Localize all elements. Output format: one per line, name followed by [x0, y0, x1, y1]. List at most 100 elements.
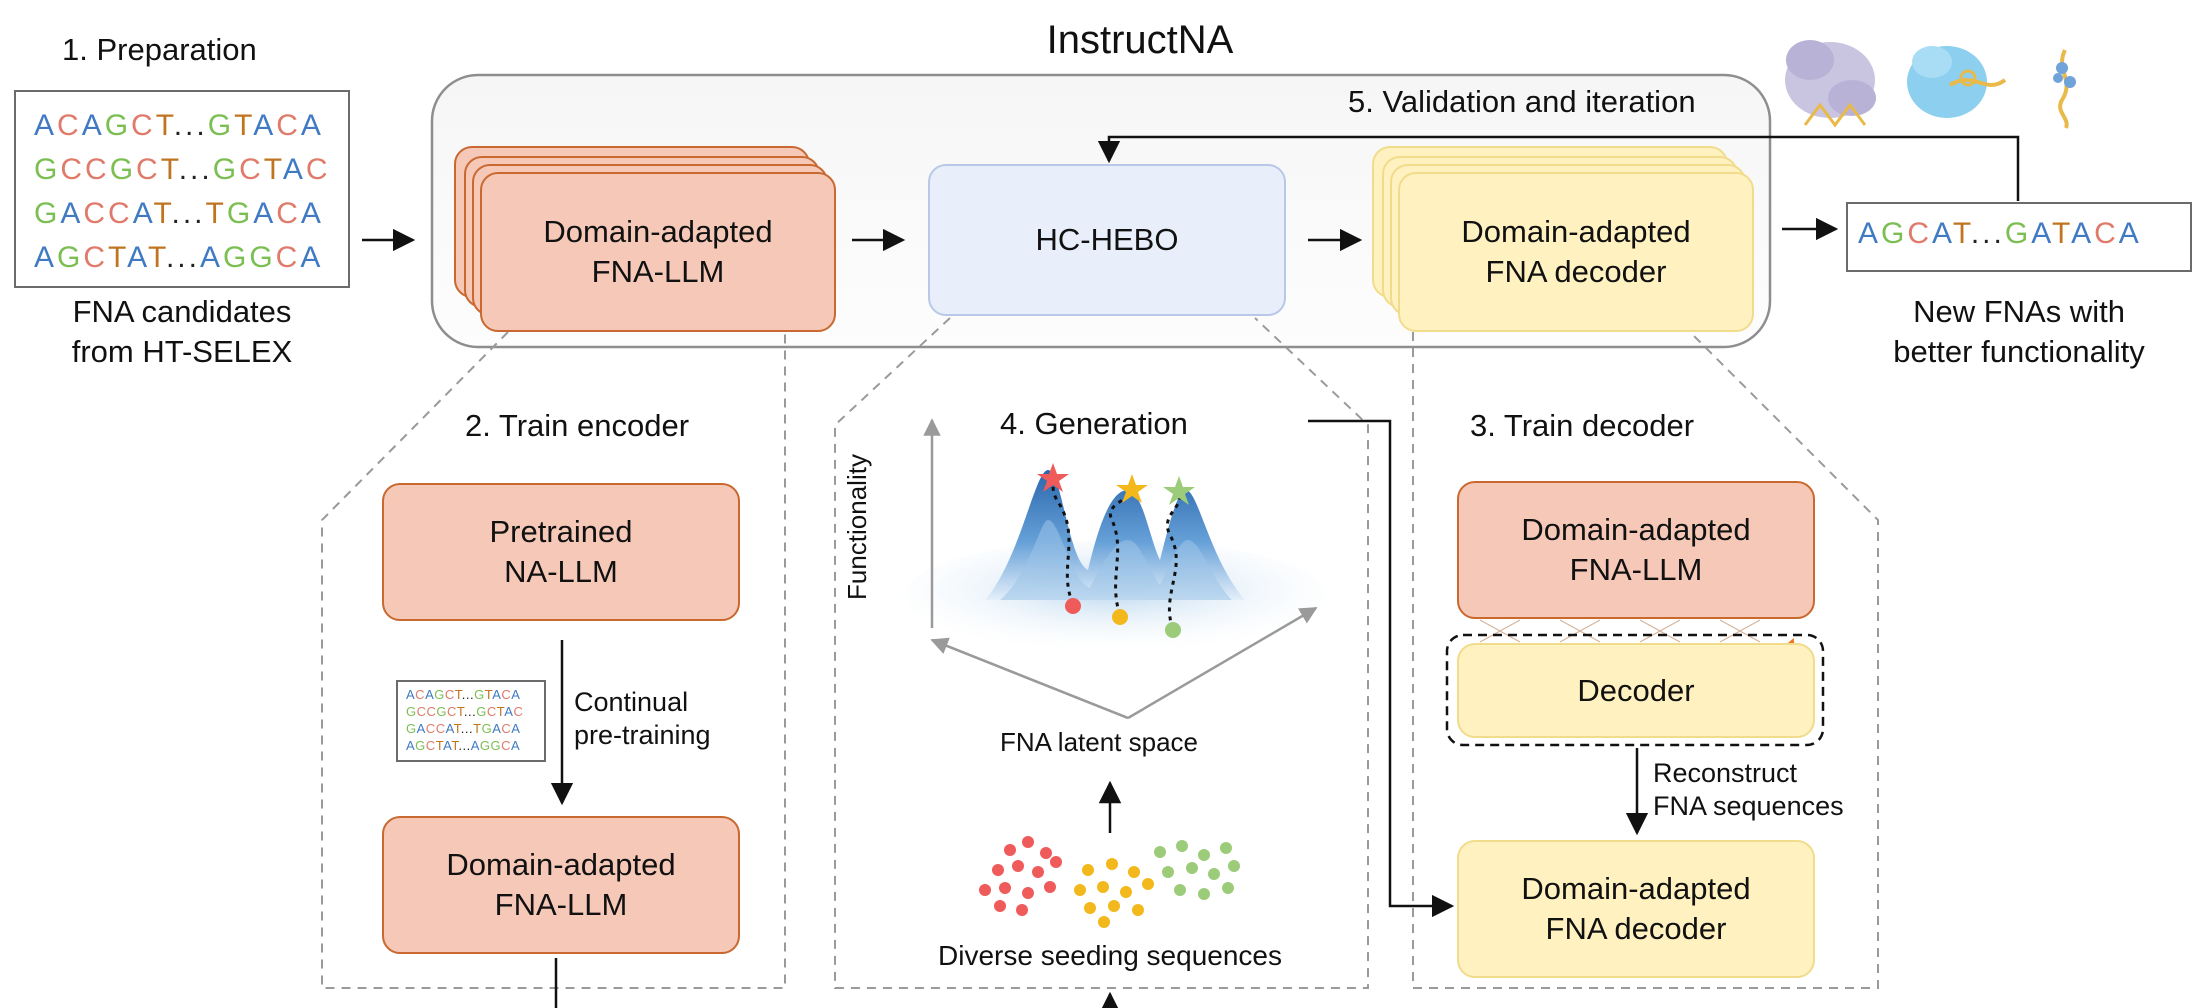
nucleotide: C [416, 704, 427, 719]
nucleotide: T [160, 153, 179, 186]
node-label: Decoder [1577, 672, 1695, 708]
domain-adapted-llm-node: Domain-adapted FNA-LLM [480, 172, 836, 332]
caption-line: New FNAs with [1913, 294, 2125, 329]
nucleotide: T [263, 153, 283, 186]
nucleotide: ... [463, 704, 477, 719]
generation-panel [834, 317, 1369, 989]
node-label: FNA decoder [1485, 254, 1667, 289]
node-label: Domain-adapted [1461, 214, 1691, 249]
node-label: Domain-adapted [1521, 871, 1751, 906]
note-line: pre-training [574, 720, 711, 750]
nucleotide: A [406, 687, 416, 702]
functionality-axis-label: Functionality [842, 454, 872, 600]
nucleotide: C [501, 738, 512, 753]
reconstruct-note: Reconstruct FNA sequences [1653, 757, 1844, 823]
nucleotide: A [425, 687, 435, 702]
nucleotide: A [2118, 217, 2142, 250]
protein-dna-icon [1785, 40, 1876, 128]
node-label: Domain-adapted [446, 847, 676, 882]
nucleotide: G [406, 704, 417, 719]
nucleotide: ... [458, 738, 471, 753]
caption-line: better functionality [1893, 334, 2145, 369]
nucleotide: C [501, 721, 512, 736]
nucleotide: A [445, 721, 454, 736]
latent-space-label: FNA latent space [1000, 727, 1198, 757]
nucleotide: T [234, 109, 254, 142]
nucleotide: C [1907, 217, 1933, 250]
train-decoder-heading: 3. Train decoder [1470, 408, 1695, 443]
sequence-line: GCCGCT...GCTAC [34, 148, 348, 192]
node-label: Domain-adapted [1521, 512, 1751, 547]
nucleotide: C [435, 721, 446, 736]
nucleotide: C [513, 704, 524, 719]
nucleotide: C [57, 109, 82, 142]
nucleotide: T [453, 721, 461, 736]
nucleotide: T [473, 721, 482, 736]
nucleotide: A [470, 738, 480, 753]
nucleotide: A [511, 738, 521, 753]
nucleotide: A [253, 197, 277, 230]
nucleotide: G [406, 721, 417, 736]
sequence-line: GACCAT...TGACA [34, 192, 348, 236]
nucleotide: A [127, 241, 148, 274]
train-encoder-heading: 2. Train encoder [465, 408, 690, 443]
nucleotide: C [85, 153, 110, 186]
nucleotide: T [451, 738, 459, 753]
nucleotide: C [501, 687, 512, 702]
nucleotide: ... [1970, 217, 2005, 250]
node-label: FNA-LLM [494, 887, 628, 922]
nucleotide: C [83, 197, 109, 230]
nucleotide: G [207, 109, 235, 142]
decoder-trainable-frame [1445, 633, 1825, 747]
nucleotide: A [300, 109, 324, 142]
nucleotide: T [205, 197, 227, 230]
new-fna-caption: New FNAs with better functionality [1846, 292, 2192, 372]
nucleotide: C [425, 721, 436, 736]
nucleotide: A [492, 721, 502, 736]
nucleotide: T [155, 109, 174, 142]
pretrained-llm-node: Pretrained NA-LLM [382, 483, 740, 621]
frozen-llm-node: Domain-adapted FNA-LLM [1457, 481, 1815, 619]
nucleotide: A [1932, 217, 1953, 250]
nucleotide: A [1858, 217, 1882, 250]
nucleotide: G [34, 197, 61, 230]
caption-line: from HT-SELEX [71, 334, 293, 369]
nucleotide: A [34, 109, 58, 142]
figure-title: InstructNA [1046, 18, 1234, 62]
nucleotide: A [2031, 217, 2052, 250]
decoder-node: Decoder [1457, 643, 1815, 738]
sequence-line: GACCAT...TGACA [406, 720, 544, 737]
nucleotide: ... [165, 241, 200, 274]
nucleotide: A [511, 687, 521, 702]
aptamer-icon [2053, 49, 2076, 129]
nucleotide: A [300, 197, 324, 230]
nucleotide: C [131, 109, 156, 142]
nucleotide: A [406, 738, 416, 753]
nucleotide: T [1952, 217, 1971, 250]
nucleotide: C [425, 738, 436, 753]
sequence-line: ACAGCT...GTACA [406, 686, 544, 703]
nucleotide: T [484, 687, 493, 702]
fna-candidates-caption: FNA candidates from HT-SELEX [14, 292, 350, 372]
nucleotide: ... [461, 687, 475, 702]
nucleotide: T [153, 197, 172, 230]
nucleotide: T [108, 241, 128, 274]
nucleotide: ... [171, 197, 206, 230]
nucleotide: G [109, 153, 137, 186]
seed-dots [979, 836, 1240, 928]
nucleotide: C [447, 704, 457, 719]
nucleotide: T [456, 704, 464, 719]
node-label: FNA-LLM [1569, 552, 1703, 587]
hc-hebo-node: HC-HEBO [928, 164, 1286, 316]
nucleotide: C [276, 109, 301, 142]
seeding-sequences-label: Diverse seeding sequences [938, 940, 1282, 971]
train-encoder-panel [321, 331, 786, 989]
nucleotide: C [60, 153, 86, 186]
nucleotide: G [57, 241, 84, 274]
nucleotide: C [486, 704, 497, 719]
nucleotide: A [504, 704, 514, 719]
nucleotide: ... [460, 721, 474, 736]
fna-candidate-sequences: ACAGCT...GTACA GCCGCT...GCTAC GACCAT...TGA… [34, 104, 348, 280]
nucleotide: A [81, 109, 105, 142]
nucleotide: G [226, 197, 254, 230]
